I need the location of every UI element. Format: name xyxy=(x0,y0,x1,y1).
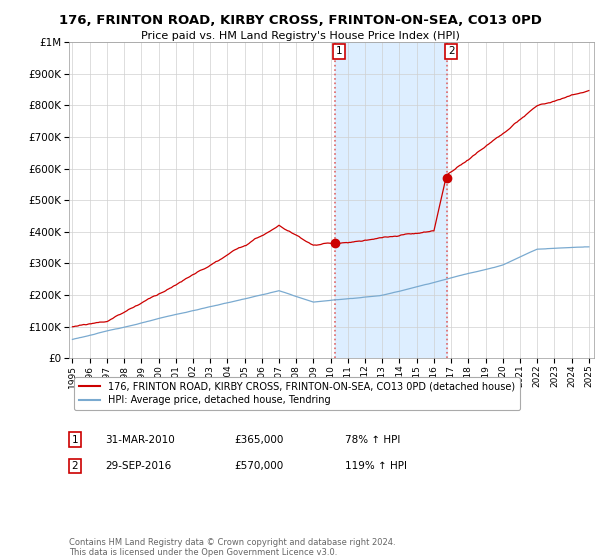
Text: £365,000: £365,000 xyxy=(234,435,283,445)
Text: Price paid vs. HM Land Registry's House Price Index (HPI): Price paid vs. HM Land Registry's House … xyxy=(140,31,460,41)
Legend: 176, FRINTON ROAD, KIRBY CROSS, FRINTON-ON-SEA, CO13 0PD (detached house), HPI: : 176, FRINTON ROAD, KIRBY CROSS, FRINTON-… xyxy=(74,377,520,410)
Text: 29-SEP-2016: 29-SEP-2016 xyxy=(105,461,171,471)
Text: £570,000: £570,000 xyxy=(234,461,283,471)
Text: 78% ↑ HPI: 78% ↑ HPI xyxy=(345,435,400,445)
Text: 2: 2 xyxy=(71,461,79,471)
Text: 1: 1 xyxy=(336,46,343,57)
Text: 119% ↑ HPI: 119% ↑ HPI xyxy=(345,461,407,471)
Text: 31-MAR-2010: 31-MAR-2010 xyxy=(105,435,175,445)
Bar xyxy=(335,42,447,358)
Text: 1: 1 xyxy=(71,435,79,445)
Text: 2: 2 xyxy=(448,46,454,57)
Text: 176, FRINTON ROAD, KIRBY CROSS, FRINTON-ON-SEA, CO13 0PD: 176, FRINTON ROAD, KIRBY CROSS, FRINTON-… xyxy=(59,14,541,27)
Text: Contains HM Land Registry data © Crown copyright and database right 2024.
This d: Contains HM Land Registry data © Crown c… xyxy=(69,538,395,557)
